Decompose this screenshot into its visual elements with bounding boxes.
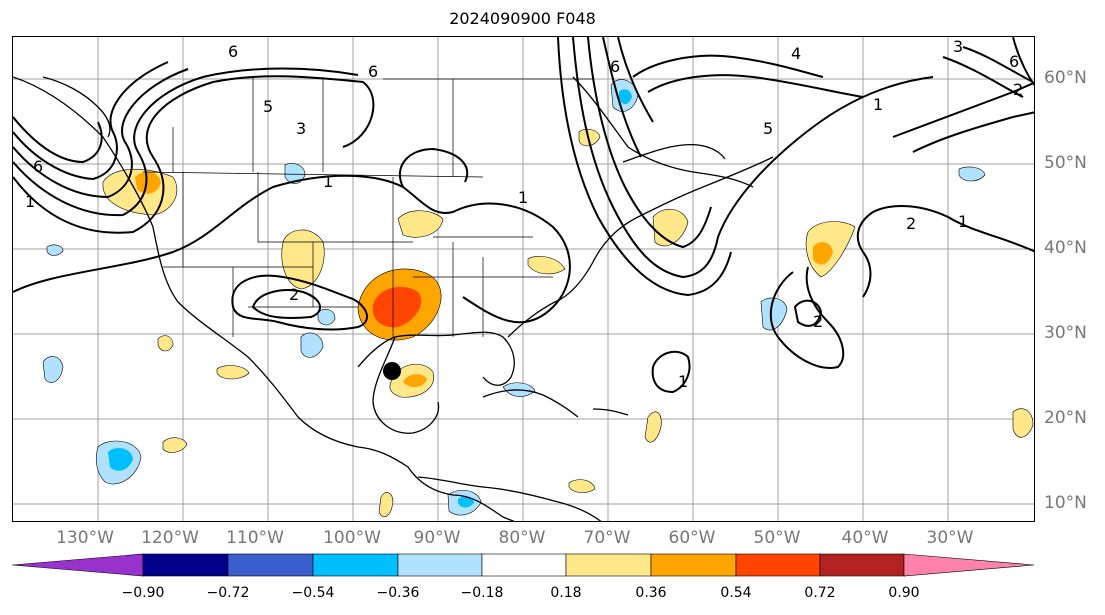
colorbar-tick: −0.18 <box>460 585 504 601</box>
longitude-label: 110°W <box>226 528 284 548</box>
longitude-label: 130°W <box>56 528 114 548</box>
colorbar-tick: 0.18 <box>550 585 582 601</box>
longitude-label: 30°W <box>926 528 974 548</box>
map-panel: 6 6 5 3 1 1 1 2 6 6 4 5 1 3 2 1 2 1 6 2 <box>12 36 1035 522</box>
colorbar-segment <box>735 553 821 577</box>
colorbar-extend-low <box>12 553 144 577</box>
contour-label: 1 <box>25 192 35 211</box>
colorbar-tick: −0.54 <box>291 585 335 601</box>
contour-label: 1 <box>873 95 883 114</box>
contour-label: 2 <box>289 285 299 304</box>
coastlines <box>13 76 774 521</box>
contour-label: 6 <box>610 57 620 76</box>
colorbar-segment <box>397 553 483 577</box>
graticule <box>13 37 1034 521</box>
longitude-label: 60°W <box>668 528 716 548</box>
longitude-label: 70°W <box>583 528 631 548</box>
longitude-label: 100°W <box>323 528 381 548</box>
political-borders <box>142 77 593 337</box>
colorbar-tick: 0.36 <box>635 585 667 601</box>
map-title: 2024090900 F048 <box>449 9 596 28</box>
contour-label: 5 <box>263 97 273 116</box>
colorbar-segment <box>142 553 229 577</box>
longitude-label: 90°W <box>413 528 461 548</box>
contour-label: 2 <box>813 312 823 331</box>
contour-label: 1 <box>678 372 688 391</box>
longitude-label: 120°W <box>141 528 199 548</box>
contour-label: 1 <box>323 172 333 191</box>
contour-label: 6 <box>33 157 43 176</box>
longitude-label: 40°W <box>841 528 889 548</box>
colorbar-segment <box>481 553 567 577</box>
contour-label: 4 <box>791 44 801 63</box>
contour-label: 3 <box>296 119 306 138</box>
latitude-label: 50°N <box>1044 153 1087 173</box>
contour-label-group: 6 6 5 3 1 1 1 2 6 6 4 5 1 3 2 1 2 1 6 2 <box>25 37 1023 391</box>
latitude-label: 40°N <box>1044 238 1087 258</box>
colorbar-tick: −0.72 <box>206 585 250 601</box>
shaded-anomalies <box>42 79 1034 518</box>
contour-label: 6 <box>1009 52 1019 71</box>
latitude-label: 30°N <box>1044 323 1087 343</box>
latitude-label: 20°N <box>1044 408 1087 428</box>
colorbar-tick: 0.72 <box>804 585 836 601</box>
contour-label: 2 <box>1013 80 1023 99</box>
contour-lines <box>13 37 1034 394</box>
storm-marker <box>383 362 401 380</box>
colorbar-tick: 0.90 <box>888 585 920 601</box>
latitude-label: 10°N <box>1044 493 1087 513</box>
colorbar-extend-high <box>903 553 1035 577</box>
contour-label: 6 <box>368 62 378 81</box>
longitude-label: 80°W <box>498 528 546 548</box>
contour-label: 6 <box>228 42 238 61</box>
colorbar-segment <box>565 553 652 577</box>
colorbar-segment <box>819 553 905 577</box>
contour-label: 1 <box>518 188 528 207</box>
latitude-label: 60°N <box>1044 68 1087 88</box>
contour-label: 2 <box>906 214 916 233</box>
colorbar-tick: −0.36 <box>376 585 420 601</box>
contour-label: 5 <box>763 119 773 138</box>
colorbar-tick: −0.90 <box>121 585 165 601</box>
colorbar-segment <box>650 553 737 577</box>
colorbar-tick: 0.54 <box>720 585 752 601</box>
colorbar-segment <box>312 553 399 577</box>
colorbar <box>12 553 1035 577</box>
colorbar-segment <box>227 553 314 577</box>
contour-label: 1 <box>958 212 968 231</box>
contour-label: 3 <box>953 37 963 56</box>
map-canvas: 6 6 5 3 1 1 1 2 6 6 4 5 1 3 2 1 2 1 6 2 <box>13 37 1034 521</box>
longitude-label: 50°W <box>753 528 801 548</box>
